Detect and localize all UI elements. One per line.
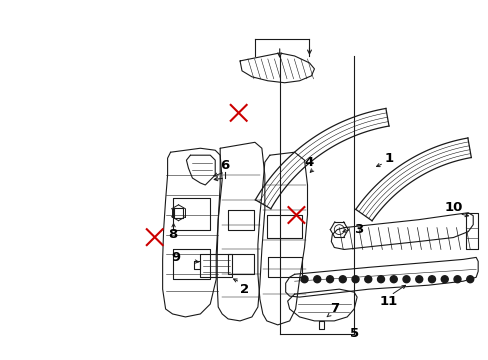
Circle shape xyxy=(453,276,460,283)
Text: 4: 4 xyxy=(304,156,313,168)
Text: 10: 10 xyxy=(443,201,462,214)
Circle shape xyxy=(402,276,409,283)
Circle shape xyxy=(440,276,447,283)
Text: 6: 6 xyxy=(220,159,229,172)
Circle shape xyxy=(301,276,307,283)
Circle shape xyxy=(326,276,333,283)
Circle shape xyxy=(351,276,358,283)
Text: 2: 2 xyxy=(240,283,249,296)
Circle shape xyxy=(339,276,346,283)
Text: 11: 11 xyxy=(379,294,397,307)
Text: 3: 3 xyxy=(354,223,363,236)
Circle shape xyxy=(389,276,396,283)
Text: 5: 5 xyxy=(349,327,358,340)
Circle shape xyxy=(377,276,384,283)
Circle shape xyxy=(466,276,473,283)
Circle shape xyxy=(364,276,371,283)
Circle shape xyxy=(313,276,320,283)
Text: 8: 8 xyxy=(167,228,177,241)
Text: 1: 1 xyxy=(384,152,393,165)
Circle shape xyxy=(427,276,435,283)
Text: 9: 9 xyxy=(171,251,180,264)
Text: 7: 7 xyxy=(329,302,338,315)
Circle shape xyxy=(415,276,422,283)
